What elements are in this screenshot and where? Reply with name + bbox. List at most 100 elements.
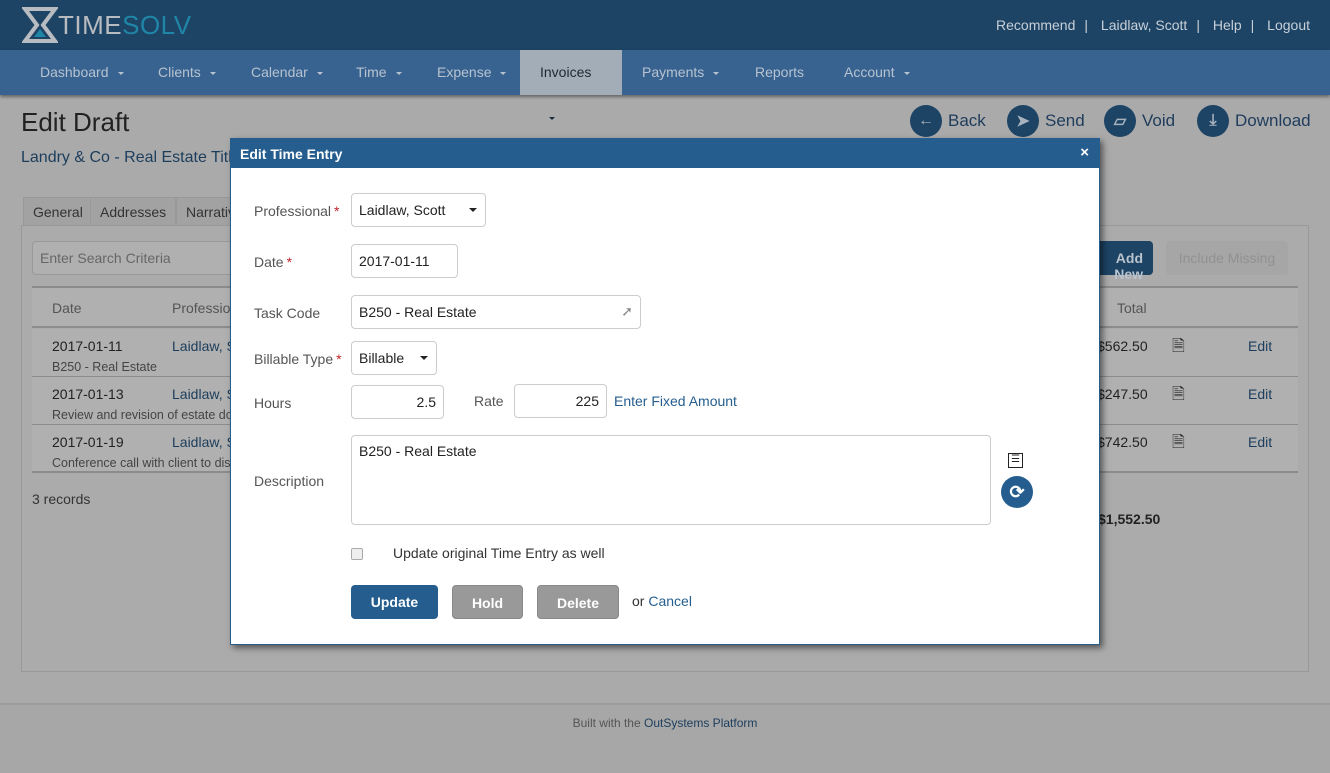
paper-plane-icon: ➤: [1007, 105, 1039, 137]
caret-down-icon: [316, 71, 323, 75]
logo-text-time: TIME: [58, 9, 123, 40]
task-code-input[interactable]: B250 - Real Estate ➚: [351, 295, 641, 329]
required-mark: *: [336, 351, 342, 367]
void-button[interactable]: ▱ Void: [1104, 105, 1175, 137]
top-bar: TIME SOLV Recommend | Laidlaw, Scott | Help…: [0, 0, 1330, 50]
download-label: Download: [1235, 111, 1311, 130]
label-text: Professional: [254, 203, 332, 219]
select-value: Billable: [359, 350, 405, 366]
tab-narrative[interactable]: Narrative: [176, 197, 236, 226]
billable-type-select[interactable]: Billable: [351, 341, 437, 375]
nav-label: Reports: [755, 64, 805, 80]
caret-down-icon: [420, 356, 428, 360]
billable-type-label: Billable Type *: [254, 351, 342, 367]
edit-link[interactable]: Edit: [1248, 434, 1273, 450]
hold-button[interactable]: Hold: [452, 585, 523, 619]
caret-down-icon: [395, 71, 402, 75]
row-date: 2017-01-11: [52, 338, 123, 354]
header-professional[interactable]: Professional: [172, 300, 250, 316]
edit-time-entry-dialog: Edit Time Entry × Professional * Laidlaw,…: [230, 138, 1100, 645]
nav-account[interactable]: Account: [824, 50, 930, 95]
nav-calendar[interactable]: Calendar: [231, 50, 343, 95]
search-input[interactable]: Enter Search Criteria: [32, 241, 242, 275]
autocomplete-icon: ➚: [621, 303, 633, 319]
nav-label: Invoices: [540, 64, 592, 80]
nav-invoices[interactable]: Invoices: [520, 50, 622, 120]
date-input[interactable]: 2017-01-11: [351, 244, 458, 278]
professional-select[interactable]: Laidlaw, Scott: [351, 193, 486, 227]
hours-label: Hours: [254, 395, 292, 411]
dialog-title: Edit Time Entry: [240, 146, 343, 162]
nav-clients[interactable]: Clients: [138, 50, 236, 95]
row-description: Review and revision of estate documents: [52, 408, 280, 422]
void-label: Void: [1142, 111, 1176, 130]
nav-payments[interactable]: Payments: [622, 50, 739, 95]
help-link[interactable]: Help: [1212, 17, 1242, 33]
header-date[interactable]: Date: [52, 300, 82, 316]
download-button[interactable]: ⤓ Download: [1197, 105, 1311, 137]
update-original-checkbox[interactable]: [351, 548, 363, 560]
page-title: Edit Draft: [21, 107, 130, 137]
hours-input[interactable]: 2.5: [351, 385, 444, 419]
edit-link[interactable]: Edit: [1248, 386, 1273, 402]
rate-label: Rate: [474, 393, 504, 409]
include-missing-button[interactable]: Include Missing: [1166, 241, 1288, 275]
rate-input[interactable]: 225: [514, 384, 607, 418]
caret-down-icon: [117, 71, 124, 75]
page-subtitle[interactable]: Landry & Co - Real Estate Title: [21, 149, 241, 166]
row-total: $247.50: [1097, 386, 1148, 402]
edit-link[interactable]: Edit: [1248, 338, 1273, 354]
send-button[interactable]: ➤ Send: [1007, 105, 1085, 137]
tab-addresses[interactable]: Addresses: [90, 197, 177, 226]
or-text: or: [632, 593, 649, 609]
description-label: Description: [254, 473, 325, 489]
close-icon[interactable]: ×: [1080, 144, 1089, 161]
dialog-header: Edit Time Entry ×: [231, 139, 1099, 168]
label-text: Date: [254, 254, 284, 270]
description-textarea[interactable]: B250 - Real Estate: [351, 435, 991, 525]
nav-label: Dashboard: [40, 64, 109, 80]
cancel-group: or Cancel: [632, 593, 692, 609]
input-value: B250 - Real Estate: [359, 304, 477, 320]
nav-time[interactable]: Time: [336, 50, 422, 95]
logout-link[interactable]: Logout: [1267, 17, 1310, 33]
delete-button[interactable]: Delete: [537, 585, 619, 619]
main-nav: Dashboard Clients Calendar Time Expense …: [0, 50, 1330, 120]
list-icon[interactable]: ☰: [1008, 453, 1023, 468]
nav-dashboard[interactable]: Dashboard: [20, 50, 144, 95]
nav-label: Payments: [642, 64, 705, 80]
row-date: 2017-01-13: [52, 386, 124, 402]
user-link[interactable]: Laidlaw, Scott: [1100, 17, 1188, 33]
tab-general[interactable]: General: [23, 197, 93, 226]
nav-reports[interactable]: Reports: [735, 50, 824, 95]
top-links: Recommend | Laidlaw, Scott | Help | Logout: [996, 17, 1310, 33]
caret-down-icon: [469, 208, 477, 212]
logo-text-solv: SOLV: [122, 9, 192, 40]
document-icon[interactable]: 🗎: [1172, 386, 1185, 403]
recommend-link[interactable]: Recommend: [996, 17, 1076, 33]
caret-down-icon: [903, 71, 910, 75]
document-icon[interactable]: 🗎: [1172, 338, 1185, 355]
header-total[interactable]: Total: [1117, 300, 1147, 316]
enter-fixed-amount-link[interactable]: Enter Fixed Amount: [614, 393, 737, 409]
date-label: Date *: [254, 254, 292, 270]
caret-down-icon: [209, 71, 216, 75]
nav-label: Time: [356, 64, 387, 80]
update-button[interactable]: Update: [351, 585, 438, 619]
professional-label: Professional *: [254, 203, 340, 219]
hourglass-logo-icon: [22, 7, 58, 43]
refresh-icon[interactable]: ⟳: [1001, 476, 1033, 508]
back-button[interactable]: ← Back: [910, 105, 986, 137]
timesolv-logo[interactable]: TIME SOLV: [22, 6, 192, 44]
nav-expense[interactable]: Expense: [417, 50, 526, 95]
caret-down-icon: [500, 71, 507, 75]
records-count: 3 records: [32, 491, 91, 507]
document-icon[interactable]: 🗎: [1172, 434, 1185, 451]
cancel-link[interactable]: Cancel: [648, 593, 692, 609]
caret-down-icon: [549, 116, 555, 120]
update-original-label: Update original Time Entry as well: [393, 545, 605, 561]
required-mark: *: [286, 254, 293, 270]
back-label: Back: [948, 111, 986, 130]
outsystems-link[interactable]: OutSystems Platform: [644, 716, 758, 730]
nav-label: Expense: [437, 64, 492, 80]
